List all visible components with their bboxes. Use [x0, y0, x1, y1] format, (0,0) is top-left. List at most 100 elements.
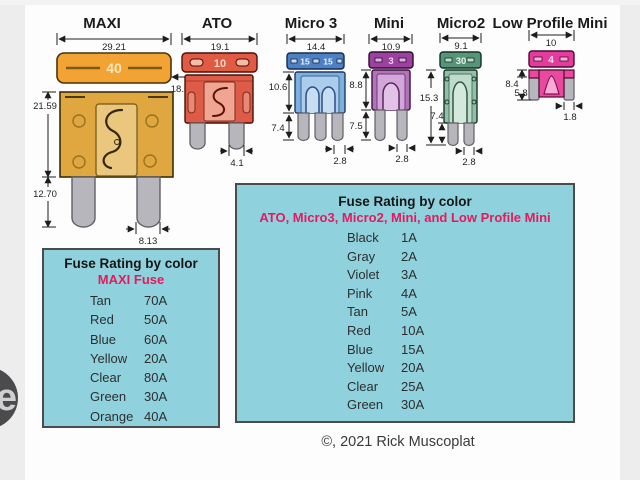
- fuse-rating: 20A: [144, 350, 168, 366]
- mini-width-label: 10.9: [382, 42, 401, 53]
- fuse-color: Violet: [347, 267, 380, 283]
- micro3-top-view: 15 15: [286, 52, 345, 70]
- other-fuses-rating-table: Fuse Rating by color ATO, Micro3, Micro2…: [235, 183, 575, 423]
- mini-leg-height-label: 7.5: [349, 121, 362, 132]
- micro2-width-label: 9.1: [454, 41, 467, 52]
- table-row: Yellow 20A: [347, 359, 573, 378]
- lpm-total-height-label: 8.4: [505, 79, 518, 90]
- table-row: Tan 70A: [90, 291, 218, 310]
- micro3-body-height-label: 10.6: [269, 82, 288, 93]
- fuse-color: Yellow: [90, 350, 128, 366]
- fuse-title-ato: ATO: [202, 15, 233, 32]
- other-table-subtitle: ATO, Micro3, Micro2, Mini, and Low Profi…: [259, 210, 551, 225]
- fuse-title-maxi: MAXI: [83, 15, 121, 32]
- micro2-fuse-element: [452, 81, 468, 123]
- fuse-color: Green: [347, 397, 384, 413]
- fuse-rating: 2A: [401, 248, 417, 264]
- maxi-amp-label: 40: [106, 60, 122, 76]
- maxi-width-dimension: 29.21: [56, 33, 172, 53]
- maxi-leg-height-dimension: 12.70: [33, 176, 57, 228]
- micro3-leg-width-dimension: 2.8: [325, 145, 354, 167]
- ato-left-leg: [189, 122, 206, 150]
- fuse-rating: 5A: [401, 304, 417, 320]
- mini-leg-width-label: 2.8: [395, 154, 408, 165]
- maxi-right-leg: [136, 176, 161, 228]
- micro2-width-dimension: 9.1: [439, 33, 482, 52]
- lpm-width-label: 10: [546, 38, 557, 49]
- fuse-color: Black: [347, 230, 379, 245]
- maxi-rating-table: Fuse Rating by color MAXI Fuse Tan 70A Re…: [42, 248, 220, 428]
- maxi-leg-width-dimension: 8.13: [126, 222, 170, 247]
- table-row: Black 1A: [347, 229, 573, 248]
- ato-amp-label: 10: [214, 58, 226, 70]
- lpm-width-dimension: 10: [528, 30, 575, 49]
- micro2-leg-width-label: 2.8: [462, 157, 475, 168]
- lpm-leg-width-label: 1.8: [563, 112, 576, 123]
- fuse-rating: 30A: [144, 389, 168, 405]
- watermark-badge: e: [0, 367, 18, 429]
- mini-amp-label: 3: [388, 56, 393, 67]
- mini-body-height-dimension: 8.8: [349, 69, 371, 111]
- ato-fuse-element: [212, 87, 228, 117]
- fuse-color: Red: [347, 322, 371, 338]
- micro3-amp-right-label: 15: [323, 57, 333, 67]
- copyright-notice: ©, 2021 Rick Muscoplat: [321, 434, 475, 450]
- fuse-rating: 70A: [144, 293, 168, 308]
- fuse-color: Blue: [347, 341, 374, 357]
- micro2-total-height-label: 15.3: [420, 93, 439, 104]
- micro3-leg-2: [314, 112, 327, 142]
- fuse-rating: 3A: [401, 267, 417, 283]
- mini-fuse-element: [382, 82, 400, 110]
- other-table-title: Fuse Rating by color: [338, 194, 472, 209]
- mini-left-leg: [374, 109, 386, 142]
- fuse-rating: 40A: [144, 408, 168, 424]
- maxi-top-view: 40: [56, 52, 172, 84]
- fuse-color: Blue: [90, 331, 117, 347]
- fuse-color: Gray: [347, 248, 376, 264]
- maxi-width-label: 29.21: [102, 42, 126, 53]
- micro3-leg-1: [297, 112, 310, 142]
- maxi-side-view: [59, 91, 174, 228]
- mini-top-view: 3: [368, 51, 414, 69]
- mini-side-view: [371, 69, 411, 142]
- fuse-rating: 60A: [144, 331, 168, 347]
- mini-body-height-label: 8.8: [349, 80, 362, 91]
- lpm-height-dimensions: 8.4 5.8: [505, 69, 531, 101]
- table-row: Pink 4A: [347, 285, 573, 304]
- fuse-micro2: Micro2 9.1 30: [420, 15, 485, 168]
- lpm-body-height-label: 5.8: [514, 88, 527, 99]
- fuse-rating: 4A: [401, 285, 417, 301]
- ato-width-label: 19.1: [211, 42, 230, 53]
- ato-side-view: [184, 74, 254, 150]
- micro3-leg-height-dimension: 7.4: [271, 114, 294, 141]
- fuse-color: Tan: [90, 293, 111, 308]
- table-row: Gray 2A: [347, 248, 573, 267]
- top-margin: [0, 0, 640, 5]
- lpm-fuse-element: [543, 75, 560, 95]
- maxi-table-subtitle: MAXI Fuse: [97, 272, 165, 287]
- lpm-right-terminal: [563, 76, 575, 101]
- ato-leg-width-dimension: 4.1: [220, 145, 253, 169]
- micro2-leg-width-dimension: 2.8: [455, 147, 483, 168]
- other-table-rows: Black 1A Gray 2A Violet 3A Pink 4A Tan 5A Red…: [347, 229, 573, 415]
- micro2-left-leg: [447, 122, 459, 147]
- maxi-fuse-element: [102, 108, 124, 170]
- fuse-title-micro2: Micro2: [437, 15, 485, 32]
- maxi-leg-height-label: 12.70: [33, 189, 57, 200]
- fuse-rating: 30A: [401, 397, 425, 413]
- fuse-rating: 10A: [401, 322, 425, 338]
- table-row: Red 50A: [90, 310, 218, 329]
- micro3-leg-3: [331, 112, 344, 142]
- fuse-color: Orange: [90, 408, 134, 424]
- fuse-rating: 25A: [401, 378, 425, 394]
- table-row: Blue 15A: [347, 341, 573, 360]
- mini-leg-height-dimension: 7.5: [349, 111, 371, 141]
- fuse-rating: 15A: [401, 341, 425, 357]
- fuse-micro3: Micro 3 14.4 15 15: [269, 15, 354, 167]
- watermark-letter: e: [0, 377, 17, 419]
- maxi-body-height-dimension: 21.59: [33, 91, 57, 178]
- mini-width-dimension: 10.9: [368, 34, 413, 53]
- fuse-ato: ATO 19.1 10: [181, 15, 258, 169]
- ato-top-view: 10: [181, 52, 258, 73]
